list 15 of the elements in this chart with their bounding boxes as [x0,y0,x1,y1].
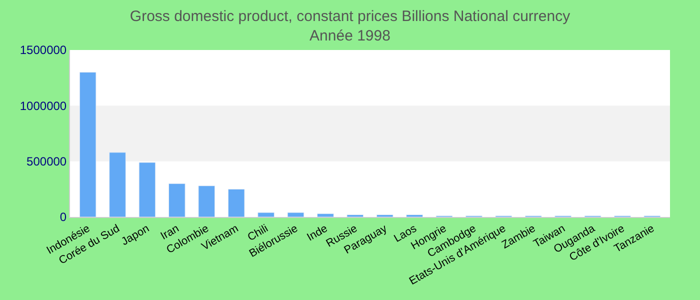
chart-title: Gross domestic product, constant prices Billions National currency [130,8,571,25]
bar [168,183,186,217]
bar [138,162,156,217]
bar [198,186,216,217]
bar [228,188,245,217]
y-tick-label: 1000000 [20,98,67,113]
bar [317,213,334,217]
y-tick-label: 500000 [26,154,67,169]
bar [287,212,304,217]
bar [79,72,96,217]
chart-subtitle: Année 1998 [310,28,390,44]
y-tick-label: 0 [60,210,67,224]
y-tick-label: 1500000 [20,43,67,58]
bar [258,212,274,217]
bar [109,152,126,217]
